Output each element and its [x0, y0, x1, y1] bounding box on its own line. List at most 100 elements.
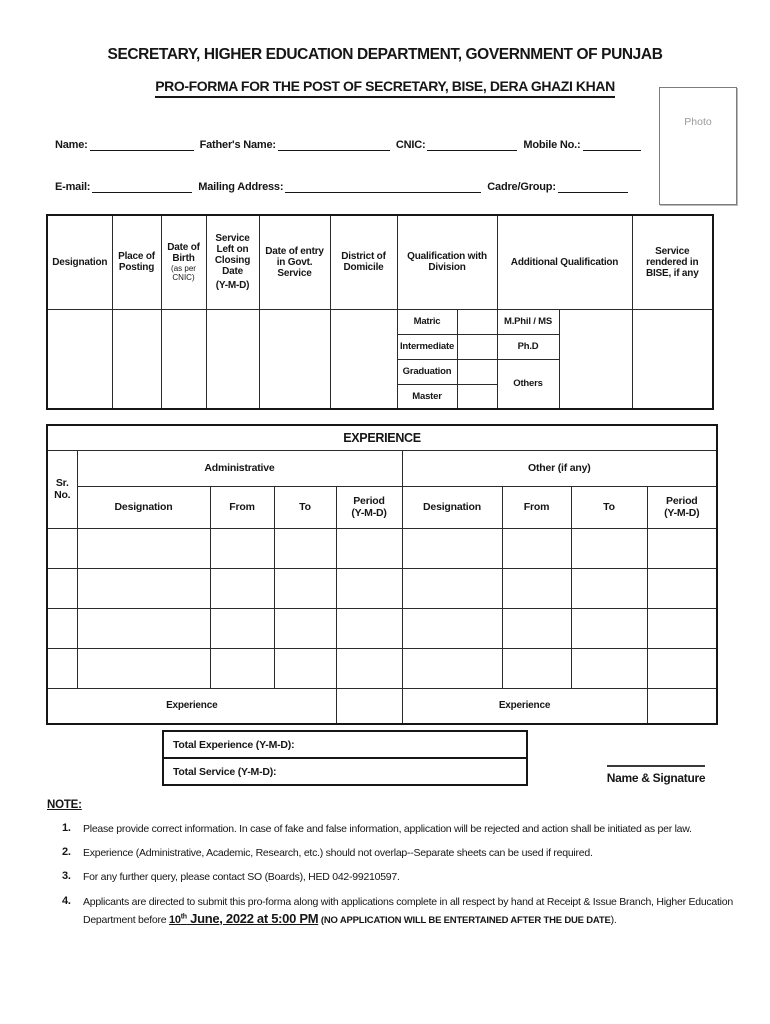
- experience-cell[interactable]: [76, 647, 211, 689]
- experience-row: [46, 607, 718, 649]
- col-header-service-rendered-bise: Service rendered in BISE, if any: [631, 214, 714, 310]
- col-header-date-of-birth: Date of Birth (as per CNIC): [160, 214, 207, 310]
- total-experience-box[interactable]: Total Experience (Y-M-D):: [162, 730, 528, 759]
- experience-cell[interactable]: [76, 607, 211, 649]
- note4-before: Applicants are directed to submit this p…: [83, 895, 733, 926]
- qual-intermediate-value-cell[interactable]: [456, 333, 498, 360]
- experience-column-header-row: Designation From To Period (Y-M-D) Desig…: [47, 485, 718, 529]
- experience-cell[interactable]: [401, 647, 503, 689]
- other-to-header: To: [570, 485, 648, 529]
- date-of-entry-cell[interactable]: [258, 308, 331, 410]
- father-name-blank[interactable]: [277, 138, 390, 151]
- experience-cell[interactable]: [646, 567, 718, 609]
- qual-graduation-value-cell[interactable]: [456, 358, 498, 385]
- experience-cell[interactable]: [46, 647, 78, 689]
- other-designation-header: Designation: [401, 485, 503, 529]
- experience-cell[interactable]: [501, 527, 572, 569]
- other-period-ymd-label: (Y-M-D): [664, 507, 700, 519]
- dob-main-label: Date of Birth: [167, 242, 200, 265]
- note4-due-date: 10th June, 2022 at 5:00 PM: [168, 911, 319, 926]
- total-service-box[interactable]: Total Service (Y-M-D):: [162, 757, 528, 786]
- experience-cell[interactable]: [335, 647, 403, 689]
- cadre-group-blank[interactable]: [557, 180, 628, 193]
- experience-cell[interactable]: [76, 567, 211, 609]
- experience-cell[interactable]: [273, 567, 337, 609]
- experience-cell[interactable]: [501, 607, 572, 649]
- service-rendered-bise-cell[interactable]: [631, 308, 714, 410]
- page-title: SECRETARY, HIGHER EDUCATION DEPARTMENT, …: [107, 46, 663, 63]
- note-number: 2.: [62, 846, 71, 859]
- experience-cell[interactable]: [335, 527, 403, 569]
- experience-cell[interactable]: [570, 567, 648, 609]
- service-table-row: Master: [47, 383, 713, 410]
- designation-cell[interactable]: [46, 308, 113, 410]
- experience-cell[interactable]: [209, 607, 275, 649]
- qual-row-master: Master: [396, 383, 458, 410]
- qual-matric-value-cell[interactable]: [456, 308, 498, 335]
- experience-cell[interactable]: [335, 567, 403, 609]
- experience-cell[interactable]: [570, 607, 648, 649]
- experience-cell[interactable]: [401, 567, 503, 609]
- service-left-cell[interactable]: [205, 308, 260, 410]
- experience-cell[interactable]: [46, 527, 78, 569]
- experience-cell[interactable]: [501, 647, 572, 689]
- experience-cell[interactable]: [335, 607, 403, 649]
- mailing-address-blank[interactable]: [285, 180, 482, 193]
- experience-cell[interactable]: [46, 567, 78, 609]
- signature-line[interactable]: [607, 765, 705, 767]
- mailing-address-label: Mailing Address:: [198, 181, 284, 193]
- experience-cell[interactable]: [401, 527, 503, 569]
- experience-cell[interactable]: [209, 567, 275, 609]
- experience-cell[interactable]: [273, 527, 337, 569]
- experience-cell[interactable]: [570, 527, 648, 569]
- service-left-main-label: Service Left on Closing Date: [214, 233, 251, 278]
- experience-cell[interactable]: [76, 527, 211, 569]
- col-header-service-left: Service Left on Closing Date (Y-M-D): [205, 214, 260, 310]
- mobile-label: Mobile No.:: [523, 139, 581, 151]
- admin-to-header: To: [273, 485, 337, 529]
- note-list: 1. Please provide correct information. I…: [62, 822, 738, 938]
- district-domicile-cell[interactable]: [329, 308, 398, 410]
- experience-cell[interactable]: [570, 647, 648, 689]
- admin-period-total-cell[interactable]: [335, 687, 403, 725]
- experience-cell[interactable]: [501, 567, 572, 609]
- photo-upload-box[interactable]: Photo: [659, 87, 737, 205]
- father-name-label: Father's Name:: [199, 139, 276, 151]
- experience-cell[interactable]: [646, 607, 718, 649]
- additional-qualification-value-cell[interactable]: [558, 308, 633, 410]
- note4-warning-caps: (NO APPLICATION WILL BE ENTERTAINED AFTE…: [320, 914, 611, 926]
- personal-row-1: Name: Father's Name: CNIC: Mobile No.:: [55, 134, 647, 151]
- place-of-posting-cell[interactable]: [111, 308, 162, 410]
- experience-cell[interactable]: [646, 527, 718, 569]
- note-item-4: 4. Applicants are directed to submit thi…: [62, 895, 738, 929]
- mobile-blank[interactable]: [582, 138, 641, 151]
- experience-cell[interactable]: [46, 607, 78, 649]
- add-row-phd: Ph.D: [496, 333, 560, 360]
- col-header-designation: Designation: [46, 214, 113, 310]
- note4-day: 10: [168, 913, 181, 926]
- note-number: 1.: [62, 822, 71, 834]
- other-period-label: Period: [666, 495, 698, 507]
- date-of-birth-cell[interactable]: [160, 308, 207, 410]
- experience-cell[interactable]: [209, 527, 275, 569]
- experience-cell[interactable]: [646, 647, 718, 689]
- experience-group-header-row: Sr. No. Administrative Other (if any): [46, 449, 718, 529]
- experience-row: [46, 647, 718, 689]
- email-blank[interactable]: [92, 180, 193, 193]
- experience-cell[interactable]: [401, 607, 503, 649]
- name-blank[interactable]: [89, 138, 194, 151]
- experience-cell[interactable]: [273, 647, 337, 689]
- name-label: Name:: [55, 139, 88, 151]
- experience-cell[interactable]: [273, 607, 337, 649]
- other-period-header: Period (Y-M-D): [646, 485, 718, 529]
- note-text: Experience (Administrative, Academic, Re…: [83, 847, 593, 860]
- other-period-total-cell[interactable]: [646, 687, 718, 725]
- dob-sub-label: (as per CNIC): [171, 264, 196, 283]
- cnic-blank[interactable]: [427, 138, 518, 151]
- note4-day-ordinal: th: [180, 913, 187, 921]
- experience-cell[interactable]: [209, 647, 275, 689]
- col-header-qualification: Qualification with Division: [396, 214, 498, 310]
- service-left-ymd-label: (Y-M-D): [215, 280, 250, 292]
- qual-master-value-cell[interactable]: [456, 383, 498, 410]
